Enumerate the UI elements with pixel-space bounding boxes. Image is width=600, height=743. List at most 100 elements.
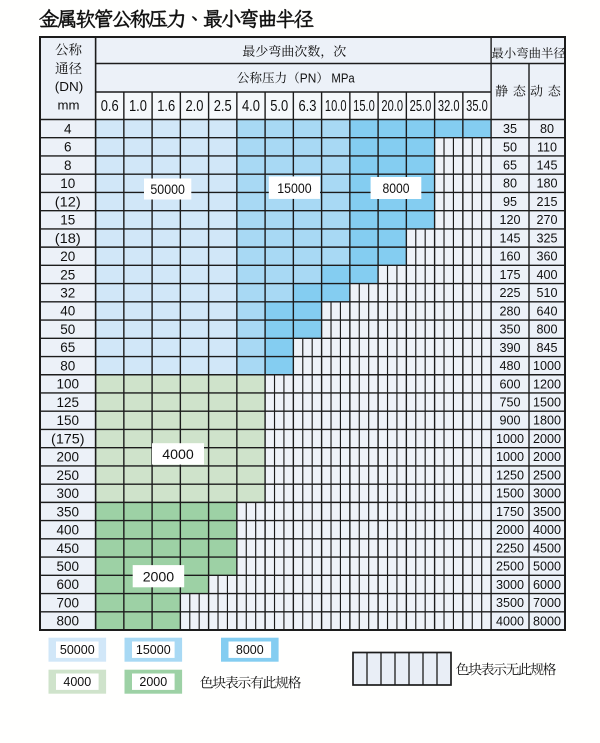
svg-text:8000: 8000	[382, 181, 409, 197]
svg-text:4.0: 4.0	[242, 98, 260, 115]
svg-text:PN: PN	[300, 70, 317, 85]
svg-text:2500: 2500	[533, 468, 561, 482]
svg-text:750: 750	[500, 396, 521, 410]
svg-text:300: 300	[57, 486, 80, 501]
svg-text:1500: 1500	[533, 396, 561, 410]
svg-text:8000: 8000	[533, 614, 561, 628]
svg-text:15000: 15000	[277, 181, 311, 197]
svg-text:3500: 3500	[496, 596, 524, 610]
svg-text:175: 175	[500, 268, 521, 282]
svg-text:325: 325	[536, 231, 557, 245]
svg-text:1200: 1200	[533, 377, 561, 391]
svg-text:2000: 2000	[496, 523, 524, 537]
svg-text:2.0: 2.0	[185, 98, 203, 115]
svg-text:(DN): (DN)	[55, 79, 84, 94]
svg-text:95: 95	[503, 195, 517, 209]
svg-text:4000: 4000	[63, 675, 91, 689]
svg-text:280: 280	[500, 304, 521, 318]
svg-text:4500: 4500	[533, 541, 561, 555]
svg-text:(175): (175)	[51, 431, 85, 446]
svg-text:8: 8	[64, 158, 72, 173]
svg-text:2000: 2000	[533, 432, 561, 446]
svg-text:7000: 7000	[533, 596, 561, 610]
svg-text:6: 6	[64, 140, 72, 155]
svg-text:4000: 4000	[162, 447, 194, 463]
svg-text:25: 25	[60, 267, 75, 282]
svg-text:65: 65	[503, 158, 517, 172]
svg-text:4000: 4000	[496, 614, 524, 628]
svg-text:215: 215	[536, 195, 557, 209]
svg-text:1800: 1800	[533, 414, 561, 428]
svg-text:MPa: MPa	[331, 70, 355, 85]
svg-text:500: 500	[57, 559, 80, 574]
svg-text:100: 100	[57, 377, 80, 392]
svg-text:2000: 2000	[533, 450, 561, 464]
svg-text:4: 4	[64, 121, 72, 136]
svg-text:15: 15	[60, 213, 75, 228]
svg-text:110: 110	[537, 140, 557, 154]
svg-text:600: 600	[500, 377, 521, 391]
svg-text:20.0: 20.0	[381, 98, 403, 115]
svg-text:(12): (12)	[55, 194, 81, 209]
svg-text:35: 35	[503, 122, 517, 136]
svg-text:50000: 50000	[60, 643, 95, 657]
svg-text:15.0: 15.0	[353, 98, 375, 115]
svg-text:6.3: 6.3	[298, 98, 316, 115]
svg-text:8000: 8000	[236, 643, 264, 657]
svg-text:1000: 1000	[496, 450, 524, 464]
svg-text:250: 250	[57, 468, 80, 483]
svg-text:50: 50	[60, 322, 75, 337]
svg-text:120: 120	[500, 213, 521, 227]
svg-text:160: 160	[500, 250, 521, 264]
svg-text:1000: 1000	[533, 359, 561, 373]
svg-text:700: 700	[57, 595, 80, 610]
svg-text:(18): (18)	[55, 231, 81, 246]
svg-text:10.0: 10.0	[325, 98, 347, 115]
svg-text:1000: 1000	[496, 432, 524, 446]
svg-text:350: 350	[500, 323, 521, 337]
svg-text:800: 800	[57, 614, 80, 629]
svg-text:5000: 5000	[533, 560, 561, 574]
svg-text:400: 400	[57, 523, 80, 538]
svg-text:65: 65	[60, 340, 75, 355]
svg-text:225: 225	[500, 286, 521, 300]
svg-text:125: 125	[57, 395, 80, 410]
svg-text:360: 360	[536, 250, 557, 264]
svg-text:400: 400	[536, 268, 557, 282]
svg-text:3000: 3000	[533, 487, 561, 501]
svg-text:25.0: 25.0	[410, 98, 432, 115]
svg-text:180: 180	[536, 177, 557, 191]
svg-text:3000: 3000	[496, 578, 524, 592]
svg-text:80: 80	[540, 122, 554, 136]
svg-text:35.0: 35.0	[466, 98, 488, 115]
svg-text:2250: 2250	[496, 541, 524, 555]
svg-text:40: 40	[60, 304, 75, 319]
svg-text:900: 900	[500, 414, 521, 428]
svg-text:2000: 2000	[143, 569, 175, 585]
svg-text:80: 80	[503, 177, 517, 191]
svg-text:15000: 15000	[136, 643, 171, 657]
svg-text:3500: 3500	[533, 505, 561, 519]
svg-text:mm: mm	[58, 98, 80, 113]
svg-text:270: 270	[536, 213, 557, 227]
svg-text:2500: 2500	[496, 560, 524, 574]
svg-text:510: 510	[536, 286, 557, 300]
svg-text:390: 390	[500, 341, 521, 355]
svg-text:145: 145	[536, 158, 557, 172]
svg-text:1500: 1500	[496, 487, 524, 501]
svg-text:80: 80	[60, 358, 75, 373]
svg-text:32: 32	[60, 286, 75, 301]
svg-text:1.6: 1.6	[157, 98, 175, 115]
svg-text:845: 845	[536, 341, 557, 355]
svg-text:10: 10	[60, 176, 75, 191]
svg-text:200: 200	[57, 450, 80, 465]
svg-text:2.5: 2.5	[214, 98, 232, 115]
svg-text:600: 600	[57, 577, 80, 592]
svg-text:4000: 4000	[533, 523, 561, 537]
svg-text:800: 800	[536, 323, 557, 337]
svg-text:2000: 2000	[139, 675, 167, 689]
svg-text:6000: 6000	[533, 578, 561, 592]
svg-text:640: 640	[536, 304, 557, 318]
svg-text:450: 450	[57, 541, 80, 556]
svg-text:1750: 1750	[496, 505, 524, 519]
